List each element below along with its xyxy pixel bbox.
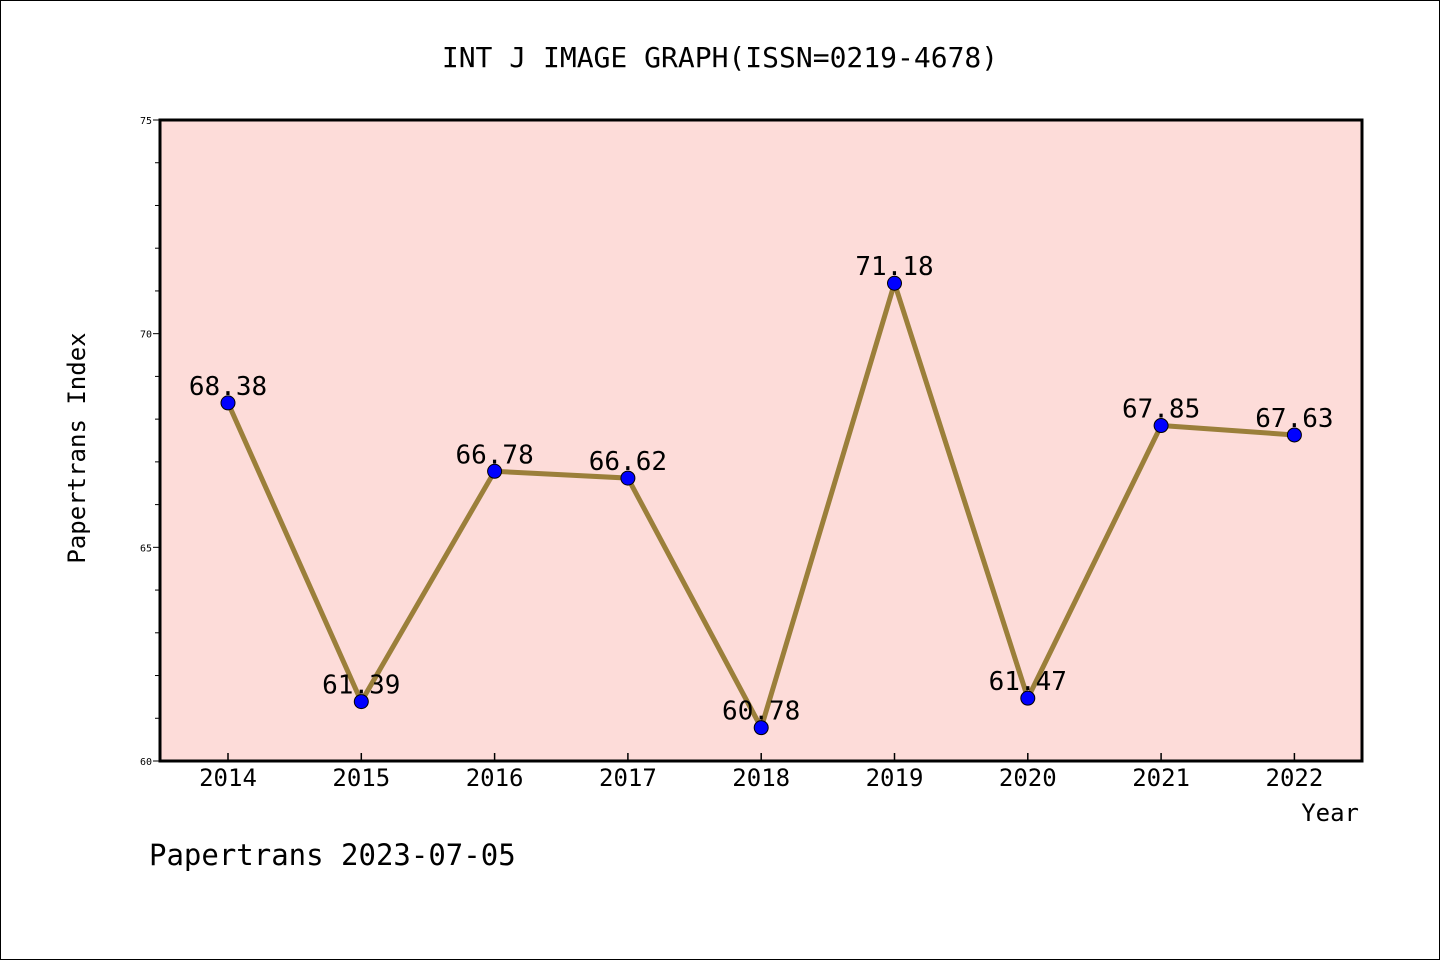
data-point-marker: [1286, 427, 1302, 443]
x-tick-label: 2022: [1266, 764, 1324, 792]
x-axis: 2014 2015 2016 2017 2018 2019 2020 2021 2022: [199, 753, 1323, 792]
data-value-label: 67.63: [1255, 404, 1333, 434]
data-point-marker: [1020, 690, 1036, 706]
footer-text: Papertrans 2023-07-05: [149, 838, 516, 872]
data-value-label: 66.78: [455, 440, 533, 470]
y-tick-label: 70: [140, 330, 152, 341]
y-axis-title: Papertrans Index: [63, 332, 91, 563]
y-tick-label: 75: [140, 116, 152, 127]
x-tick-label: 2017: [599, 764, 657, 792]
x-tick-label: 2016: [466, 764, 524, 792]
data-point-marker: [220, 395, 236, 411]
y-tick-label: 60: [140, 757, 152, 768]
data-value-label: 66.62: [589, 447, 667, 477]
data-point-marker: [753, 720, 769, 736]
series-group: 68.38 61.39 66.78 66.62 60.78 71.18 61.47 67.85…: [189, 252, 1334, 736]
y-tick-label: 65: [140, 543, 152, 554]
data-value-label: 68.38: [189, 372, 267, 402]
data-point-marker: [353, 694, 369, 710]
plot-area: [158, 118, 1364, 763]
x-tick-label: 2014: [199, 764, 257, 792]
x-tick-label: 2019: [866, 764, 924, 792]
data-value-label: 67.85: [1122, 395, 1200, 425]
x-tick-label: 2018: [732, 764, 790, 792]
data-point-marker: [620, 470, 636, 486]
data-point-marker: [887, 275, 902, 291]
data-value-label: 71.18: [855, 252, 933, 282]
chart-title: INT J IMAGE GRAPH(ISSN=0219-4678): [442, 41, 998, 74]
x-tick-label: 2015: [332, 764, 390, 792]
data-value-label: 61.47: [989, 667, 1067, 697]
x-axis-title: Year: [1301, 799, 1359, 827]
data-point-marker: [487, 463, 503, 479]
y-axis: 60 65 70 75: [140, 116, 160, 768]
data-value-label: 60.78: [722, 697, 800, 727]
x-tick-label: 2020: [999, 764, 1057, 792]
data-value-label: 61.39: [322, 671, 400, 701]
x-tick-label: 2021: [1132, 764, 1190, 792]
data-point-marker: [1153, 418, 1169, 434]
